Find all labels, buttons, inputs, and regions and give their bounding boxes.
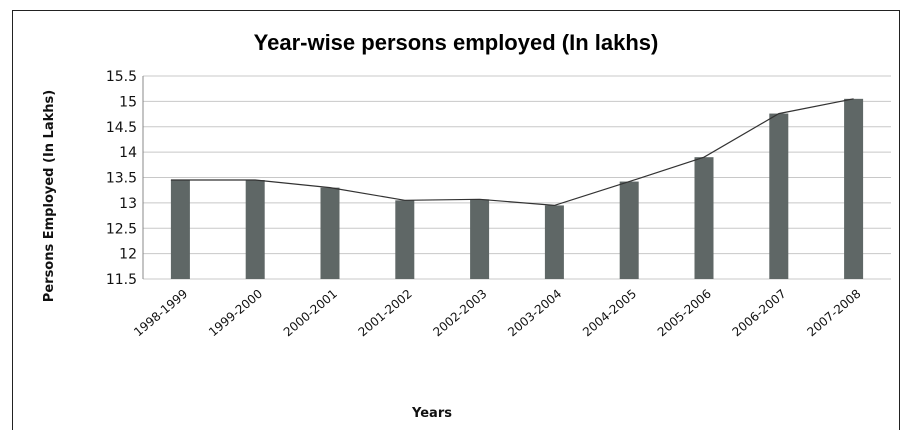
y-tick-label: 14 [119, 145, 137, 161]
y-tick-label: 13.5 [106, 171, 137, 187]
bars [170, 98, 864, 280]
y-tick-label: 14.5 [106, 120, 137, 136]
bar [470, 199, 490, 279]
x-tick-label: 1998-1999 [131, 287, 190, 340]
y-tick-label: 12 [119, 247, 137, 263]
bar [769, 113, 789, 280]
header-strip [0, 0, 912, 10]
x-tick-label: 2002-2003 [430, 287, 489, 340]
bar [320, 187, 340, 279]
bar [619, 181, 639, 279]
x-tick-label: 2000-2001 [281, 287, 340, 340]
bar [694, 157, 714, 279]
y-tick-label: 11.5 [106, 272, 137, 288]
bar [544, 205, 564, 279]
trend-line-layer [170, 98, 854, 207]
x-tick-label: 1999-2000 [206, 287, 265, 340]
x-tick-label: 2003-2004 [505, 287, 564, 340]
x-tick-labels: 1998-1999 1999-2000 2000-2001 2001-2002 2002… [131, 287, 863, 340]
y-tick-label: 12.5 [106, 221, 137, 237]
x-tick-label: 2006-2007 [730, 287, 789, 340]
bar [844, 98, 864, 280]
x-tick-label: 2004-2005 [580, 287, 639, 340]
x-axis-title: Years [411, 406, 452, 421]
x-tick-label: 2001-2002 [356, 287, 415, 340]
y-tick-label: 15 [119, 94, 137, 110]
bar [395, 200, 415, 279]
chart-frame: Year-wise persons employed (In lakhs) 11… [12, 10, 900, 430]
y-tick-label: 15.5 [106, 69, 137, 85]
bar [245, 180, 265, 279]
bar [170, 180, 190, 279]
x-tick-label: 2007-2008 [804, 287, 863, 340]
x-tick-label: 2005-2006 [655, 287, 714, 340]
y-tick-label: 13 [119, 196, 137, 212]
chart-title: Year-wise persons employed (In lakhs) [253, 30, 659, 55]
gridlines [142, 75, 891, 280]
trend-line [170, 98, 854, 207]
y-tick-labels: 11.5 12 12.5 13 13.5 14 14.5 15 15.5 [106, 69, 137, 288]
y-axis-title: Persons Employed (In Lakhs) [42, 90, 57, 302]
